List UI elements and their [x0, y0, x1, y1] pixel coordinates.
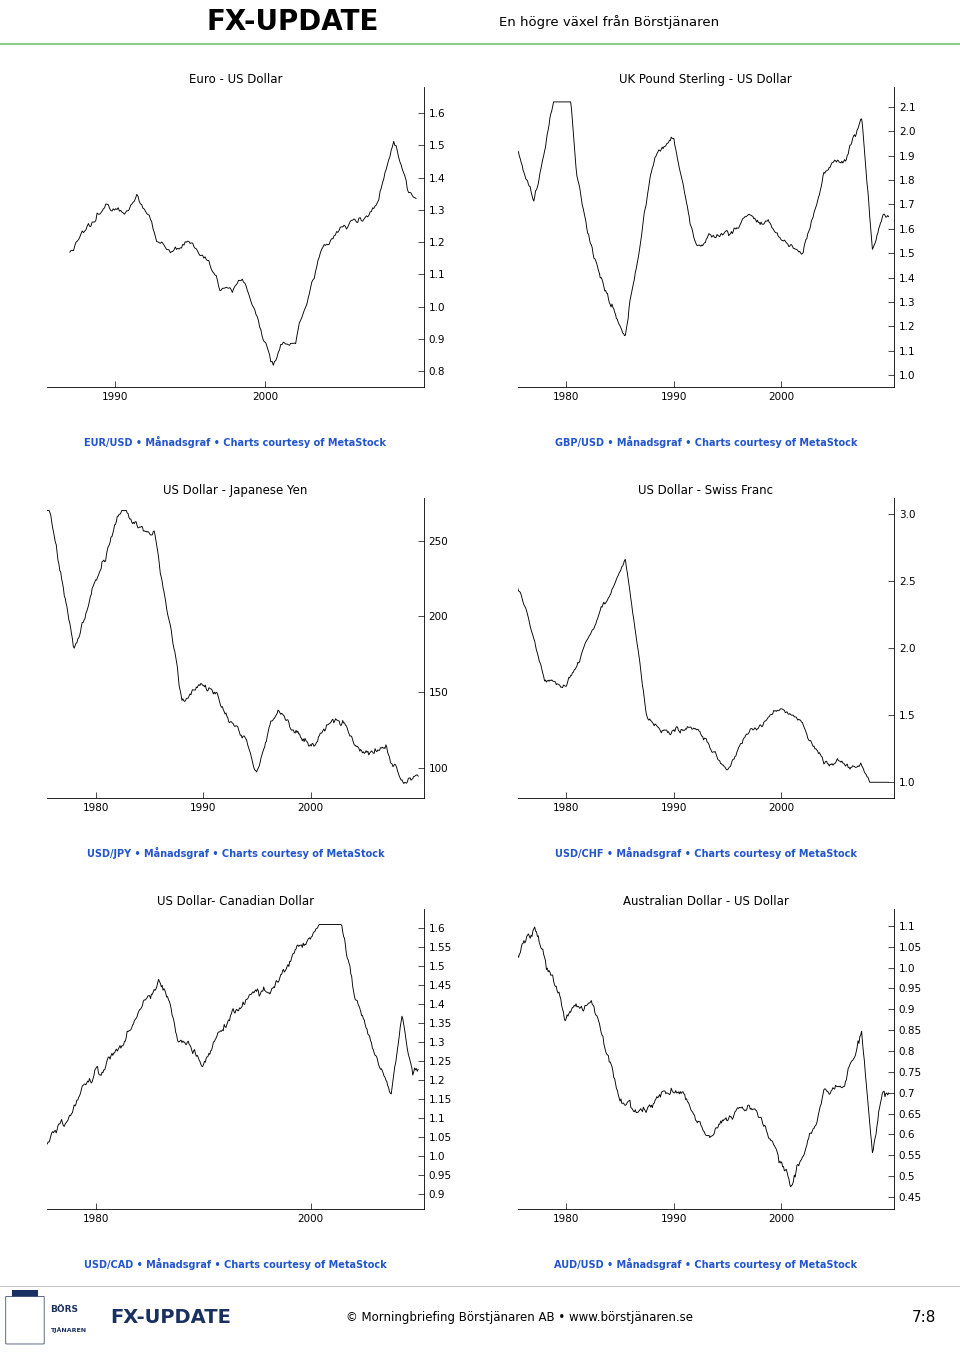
Text: © Morningbriefing Börstjänaren AB • www.börstjänaren.se: © Morningbriefing Börstjänaren AB • www.…: [346, 1310, 692, 1324]
FancyBboxPatch shape: [6, 1297, 44, 1344]
Title: US Dollar- Canadian Dollar: US Dollar- Canadian Dollar: [156, 895, 314, 909]
Text: FX-UPDATE: FX-UPDATE: [110, 1308, 231, 1327]
Bar: [12, 1290, 38, 1301]
Text: TJÄNAREN: TJÄNAREN: [50, 1328, 86, 1334]
Text: 7:8: 7:8: [912, 1309, 936, 1324]
Text: En högre växel från Börstjänaren: En högre växel från Börstjänaren: [499, 15, 719, 29]
Title: US Dollar - Swiss Franc: US Dollar - Swiss Franc: [638, 485, 774, 497]
Text: EUR/USD • Månadsgraf • Charts courtesy of MetaStock: EUR/USD • Månadsgraf • Charts courtesy o…: [84, 436, 386, 448]
Text: FX-UPDATE: FX-UPDATE: [206, 8, 379, 37]
Title: UK Pound Sterling - US Dollar: UK Pound Sterling - US Dollar: [619, 73, 792, 86]
Text: USD/CAD • Månadsgraf • Charts courtesy of MetaStock: USD/CAD • Månadsgraf • Charts courtesy o…: [84, 1258, 387, 1270]
Title: Australian Dollar - US Dollar: Australian Dollar - US Dollar: [623, 895, 789, 909]
Text: USD/CHF • Månadsgraf • Charts courtesy of MetaStock: USD/CHF • Månadsgraf • Charts courtesy o…: [555, 847, 856, 860]
Title: Euro - US Dollar: Euro - US Dollar: [189, 73, 282, 86]
Text: GBP/USD • Månadsgraf • Charts courtesy of MetaStock: GBP/USD • Månadsgraf • Charts courtesy o…: [555, 436, 857, 448]
Bar: [12, 1306, 38, 1317]
Text: AUD/USD • Månadsgraf • Charts courtesy of MetaStock: AUD/USD • Månadsgraf • Charts courtesy o…: [554, 1258, 857, 1270]
Text: Börstjänaren: Börstjänaren: [8, 12, 148, 33]
Text: BÖRS: BÖRS: [50, 1305, 78, 1313]
Text: USD/JPY • Månadsgraf • Charts courtesy of MetaStock: USD/JPY • Månadsgraf • Charts courtesy o…: [86, 847, 384, 860]
Bar: [12, 1321, 38, 1332]
Title: US Dollar - Japanese Yen: US Dollar - Japanese Yen: [163, 485, 307, 497]
